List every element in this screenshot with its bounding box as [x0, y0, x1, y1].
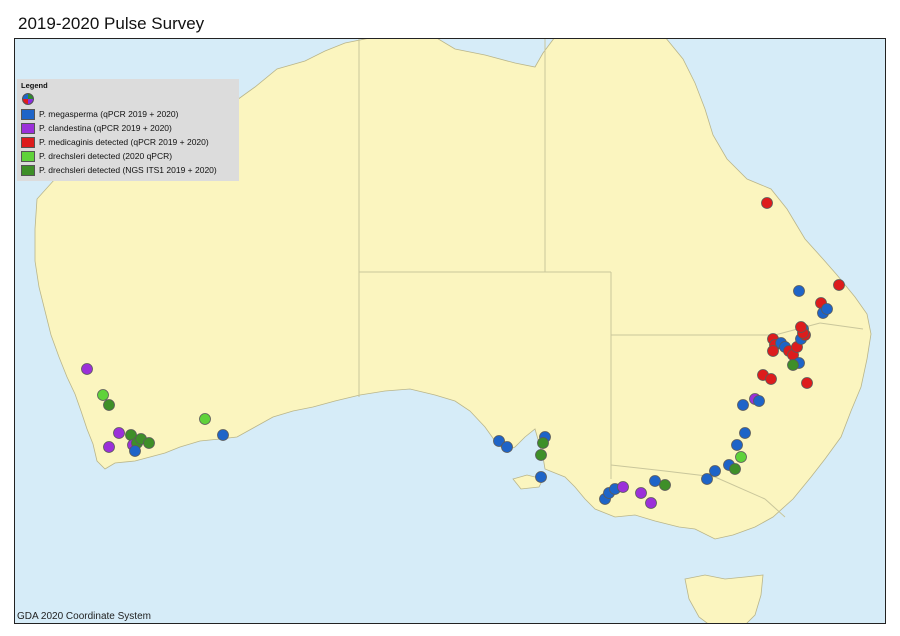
survey-point-marker[interactable]: [761, 197, 773, 209]
survey-point-marker[interactable]: [81, 363, 93, 375]
survey-point-marker[interactable]: [103, 399, 115, 411]
survey-point-marker[interactable]: [767, 345, 779, 357]
survey-point-marker[interactable]: [833, 279, 845, 291]
state-borders: [358, 39, 864, 518]
legend-label: P. drechsleri detected (NGS ITS1 2019 + …: [39, 165, 217, 175]
legend-label: P. drechsleri detected (2020 qPCR): [39, 151, 173, 161]
legend-item-medicaginis: P. medicaginis detected (qPCR 2019 + 202…: [21, 136, 209, 148]
survey-point-marker[interactable]: [735, 451, 747, 463]
coordinate-system-label: GDA 2020 Coordinate System: [17, 611, 151, 622]
legend: Legend P. megasperma (qPCR 2019 + 2020) …: [17, 79, 239, 181]
survey-point-marker[interactable]: [617, 481, 629, 493]
survey-point-marker[interactable]: [659, 479, 671, 491]
mainland-australia: [34, 39, 872, 540]
map-canvas[interactable]: GDA 2020 Coordinate System: [15, 39, 885, 623]
survey-point-marker[interactable]: [217, 429, 229, 441]
survey-point-marker[interactable]: [103, 441, 115, 453]
survey-point-marker[interactable]: [765, 373, 777, 385]
survey-point-marker[interactable]: [793, 285, 805, 297]
survey-point-marker[interactable]: [537, 437, 549, 449]
legend-item-megasperma: P. megasperma (qPCR 2019 + 2020): [21, 108, 179, 120]
survey-point-marker[interactable]: [129, 445, 141, 457]
survey-point-marker[interactable]: [645, 497, 657, 509]
survey-point-marker[interactable]: [739, 427, 751, 439]
legend-label: P. megasperma (qPCR 2019 + 2020): [39, 109, 179, 119]
survey-point-marker[interactable]: [701, 473, 713, 485]
blue-swatch-icon: [21, 108, 35, 120]
survey-point-marker[interactable]: [795, 321, 807, 333]
survey-point-marker[interactable]: [787, 359, 799, 371]
survey-point-marker[interactable]: [535, 471, 547, 483]
survey-point-marker[interactable]: [729, 463, 741, 475]
survey-point-marker[interactable]: [199, 413, 211, 425]
dark-green-swatch-icon: [21, 164, 35, 176]
survey-point-marker[interactable]: [501, 441, 513, 453]
purple-swatch-icon: [21, 122, 35, 134]
survey-point-marker[interactable]: [113, 427, 125, 439]
survey-point-marker[interactable]: [709, 465, 721, 477]
survey-point-marker[interactable]: [737, 399, 749, 411]
survey-point-marker[interactable]: [97, 389, 109, 401]
legend-item-clandestina: P. clandestina (qPCR 2019 + 2020): [21, 122, 172, 134]
red-swatch-icon: [21, 136, 35, 148]
legend-label: P. clandestina (qPCR 2019 + 2020): [39, 123, 172, 133]
map-frame[interactable]: GDA 2020 Coordinate System Legend P. meg…: [14, 38, 886, 624]
legend-item-drechsleri-qpcr: P. drechsleri detected (2020 qPCR): [21, 150, 173, 162]
survey-point-marker[interactable]: [731, 439, 743, 451]
survey-point-marker[interactable]: [649, 475, 661, 487]
legend-title: Legend: [21, 81, 48, 90]
survey-point-marker[interactable]: [753, 395, 765, 407]
survey-point-marker[interactable]: [535, 449, 547, 461]
legend-label: P. medicaginis detected (qPCR 2019 + 202…: [39, 137, 209, 147]
legend-item-drechsleri-ngs: P. drechsleri detected (NGS ITS1 2019 + …: [21, 164, 217, 176]
survey-point-marker[interactable]: [635, 487, 647, 499]
survey-point-marker[interactable]: [821, 303, 833, 315]
survey-points: [81, 197, 845, 509]
legend-pie-icon: [22, 93, 34, 105]
tasmania: [684, 574, 764, 623]
survey-point-marker[interactable]: [801, 377, 813, 389]
survey-point-marker[interactable]: [143, 437, 155, 449]
survey-point-marker[interactable]: [493, 435, 505, 447]
map-title: 2019-2020 Pulse Survey: [18, 14, 205, 33]
light-green-swatch-icon: [21, 150, 35, 162]
